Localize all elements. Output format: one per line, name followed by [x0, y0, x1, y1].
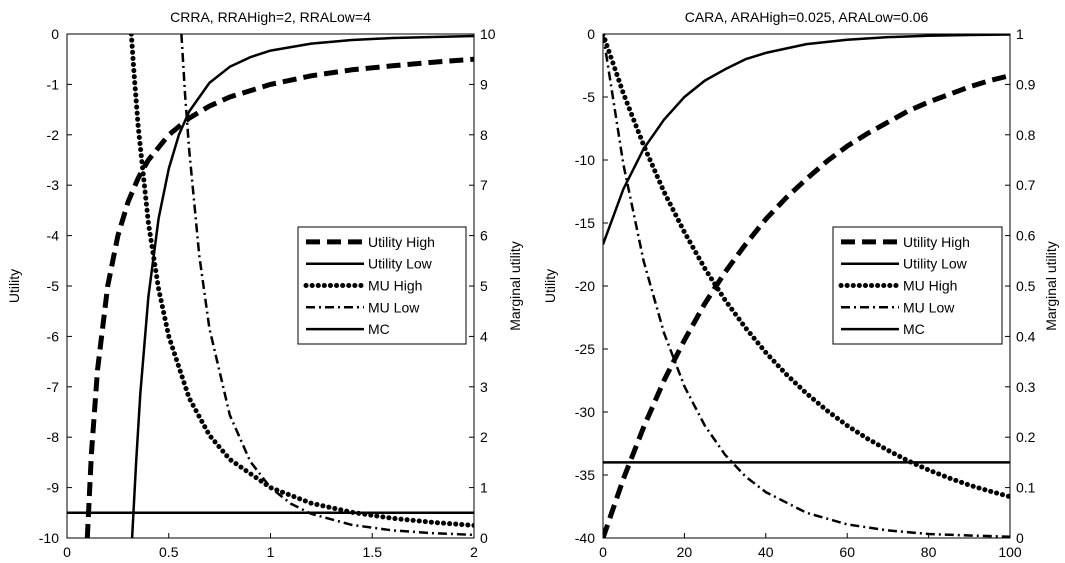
y-tick-label: -4 — [47, 228, 60, 244]
y2-axis-label: Marginal utility — [507, 241, 523, 330]
y-tick-label: -9 — [47, 480, 60, 496]
x-tick-label: 80 — [921, 544, 937, 560]
series-line-mu-high — [128, 34, 474, 528]
y2-tick-label: 0 — [480, 530, 488, 546]
y2-tick-label: 6 — [480, 228, 488, 244]
y-tick-label: -40 — [575, 530, 595, 546]
y-tick-label: -35 — [575, 467, 595, 483]
y2-tick-label: 8 — [480, 127, 488, 143]
x-tick-label: 0.5 — [159, 544, 179, 560]
chart-title: CARA, ARAHigh=0.025, ARALow=0.06 — [685, 9, 929, 25]
y2-tick-label: 4 — [480, 328, 488, 344]
y2-tick-label: 7 — [480, 177, 488, 193]
y-tick-label: -1 — [47, 76, 60, 92]
y2-tick-label: 0.7 — [1016, 177, 1036, 193]
y2-axis-label: Marginal utility — [1043, 241, 1059, 330]
y-tick-label: -10 — [39, 530, 59, 546]
legend-label: MC — [903, 321, 925, 337]
x-tick-label: 1.5 — [363, 544, 383, 560]
chart-2: 0 20 40 60 80 1000-5-10-15-20-25-30-35-4010.9… — [542, 9, 1059, 560]
y-tick-label: -5 — [47, 278, 60, 294]
x-tick-label: 1 — [267, 544, 275, 560]
y-tick-label: -3 — [47, 177, 60, 193]
series-line-utility-high — [84, 56, 474, 538]
legend-label: MU High — [368, 278, 422, 294]
y2-tick-label: 2 — [480, 429, 488, 445]
legend-label: Utility High — [368, 234, 435, 250]
y2-tick-label: 5 — [480, 278, 488, 294]
legend-label: Utility Low — [368, 256, 433, 272]
y2-tick-label: 0.5 — [1016, 278, 1036, 294]
series-line-utility-low — [603, 34, 1010, 245]
y-tick-label: -7 — [47, 379, 60, 395]
legend-label: MU Low — [368, 299, 420, 315]
series-group — [67, 34, 474, 538]
y2-tick-label: 0.3 — [1016, 379, 1036, 395]
legend: Utility High Utility Low MU High MU Low MC — [297, 226, 467, 345]
legend-label: Utility Low — [903, 256, 968, 272]
x-tick-label: 40 — [758, 544, 774, 560]
x-tick-label: 100 — [998, 544, 1022, 560]
y-tick-label: -10 — [575, 152, 595, 168]
y2-tick-label: 0.4 — [1016, 328, 1036, 344]
y-tick-label: -30 — [575, 404, 595, 420]
y-tick-label: 0 — [587, 26, 595, 42]
legend-label: MU Low — [903, 299, 955, 315]
legend-label: MU High — [903, 278, 957, 294]
y2-tick-label: 3 — [480, 379, 488, 395]
y-axis-label: Utility — [6, 269, 22, 303]
legend-label: Utility High — [903, 234, 970, 250]
series-line-utility-low — [130, 34, 474, 538]
legend: Utility High Utility Low MU High MU Low MC — [832, 226, 1003, 345]
y-tick-label: -20 — [575, 278, 595, 294]
y-tick-label: 0 — [51, 26, 59, 42]
y2-tick-label: 10 — [480, 26, 496, 42]
series-line-mu-high — [603, 34, 1010, 500]
y-tick-label: -8 — [47, 429, 60, 445]
x-tick-label: 0 — [63, 544, 71, 560]
y-tick-label: -15 — [575, 215, 595, 231]
series-line-mu-low — [603, 34, 1010, 538]
y2-tick-label: 0 — [1016, 530, 1024, 546]
y-tick-label: -25 — [575, 341, 595, 357]
y-tick-label: -5 — [583, 89, 596, 105]
y2-tick-label: 0.8 — [1016, 127, 1036, 143]
y-tick-label: -6 — [47, 328, 60, 344]
y2-tick-label: 1 — [480, 480, 488, 496]
y2-tick-label: 1 — [1016, 26, 1024, 42]
series-group — [603, 34, 1010, 538]
series-line-mu-low — [180, 34, 474, 537]
x-tick-label: 0 — [599, 544, 607, 560]
y2-tick-label: 0.9 — [1016, 76, 1036, 92]
chart-1: 0 0.5 1 1.5 20-1-2-3-4-5-6-7-8-9-10109876543… — [6, 9, 523, 560]
y2-tick-label: 9 — [480, 76, 488, 92]
series-line-utility-high — [603, 73, 1010, 538]
x-tick-label: 20 — [677, 544, 693, 560]
y-tick-label: -2 — [47, 127, 60, 143]
x-tick-label: 2 — [470, 544, 478, 560]
legend-label: MC — [368, 321, 390, 337]
y2-tick-label: 0.1 — [1016, 480, 1036, 496]
y2-tick-label: 0.6 — [1016, 228, 1036, 244]
x-tick-label: 60 — [839, 544, 855, 560]
y2-tick-label: 0.2 — [1016, 429, 1036, 445]
chart-title: CRRA, RRAHigh=2, RRALow=4 — [170, 9, 371, 25]
y-axis-label: Utility — [542, 269, 558, 303]
